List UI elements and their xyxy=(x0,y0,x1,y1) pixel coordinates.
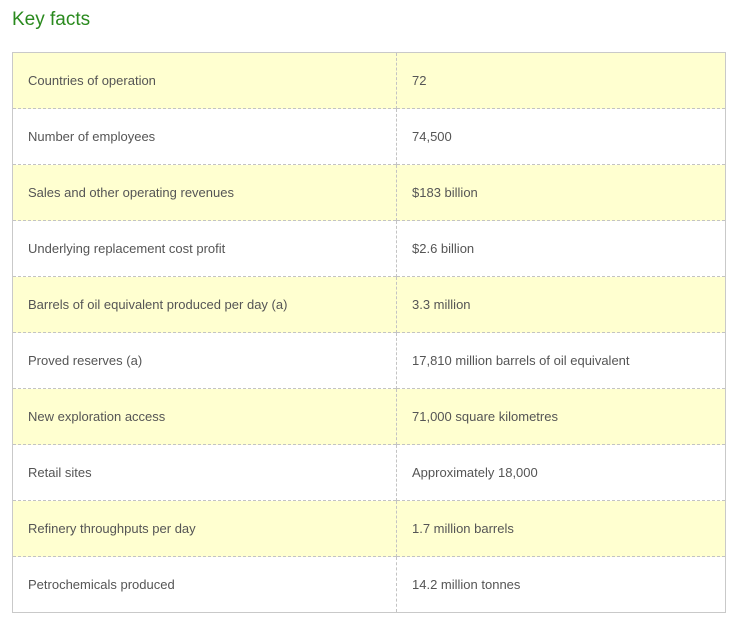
fact-value: 72 xyxy=(396,52,726,109)
table-row: Countries of operation 72 xyxy=(12,52,726,109)
fact-label: New exploration access xyxy=(12,388,397,445)
page-title: Key facts xyxy=(12,9,91,30)
fact-label: Countries of operation xyxy=(12,52,397,109)
fact-value: $183 billion xyxy=(396,164,726,221)
fact-value: 71,000 square kilometres xyxy=(396,388,726,445)
fact-value: 17,810 million barrels of oil equivalent xyxy=(396,332,726,389)
fact-value: 14.2 million tonnes xyxy=(396,556,726,613)
table-row: Refinery throughputs per day 1.7 million… xyxy=(12,500,726,557)
key-facts-table: Countries of operation 72 Number of empl… xyxy=(12,52,726,613)
fact-value: Approximately 18,000 xyxy=(396,444,726,501)
table-row: Underlying replacement cost profit $2.6 … xyxy=(12,220,726,277)
fact-label: Proved reserves (a) xyxy=(12,332,397,389)
table-row: New exploration access 71,000 square kil… xyxy=(12,388,726,445)
fact-value: 74,500 xyxy=(396,108,726,165)
fact-label: Refinery throughputs per day xyxy=(12,500,397,557)
fact-label: Underlying replacement cost profit xyxy=(12,220,397,277)
fact-label: Sales and other operating revenues xyxy=(12,164,397,221)
table-row: Retail sites Approximately 18,000 xyxy=(12,444,726,501)
table-row: Sales and other operating revenues $183 … xyxy=(12,164,726,221)
fact-value: $2.6 billion xyxy=(396,220,726,277)
table-row: Petrochemicals produced 14.2 million ton… xyxy=(12,556,726,613)
fact-value: 3.3 million xyxy=(396,276,726,333)
table-row: Proved reserves (a) 17,810 million barre… xyxy=(12,332,726,389)
key-facts-table-body: Countries of operation 72 Number of empl… xyxy=(12,52,726,613)
fact-value: 1.7 million barrels xyxy=(396,500,726,557)
fact-label: Petrochemicals produced xyxy=(12,556,397,613)
fact-label: Number of employees xyxy=(12,108,397,165)
fact-label: Retail sites xyxy=(12,444,397,501)
table-row: Number of employees 74,500 xyxy=(12,108,726,165)
table-row: Barrels of oil equivalent produced per d… xyxy=(12,276,726,333)
fact-label: Barrels of oil equivalent produced per d… xyxy=(12,276,397,333)
